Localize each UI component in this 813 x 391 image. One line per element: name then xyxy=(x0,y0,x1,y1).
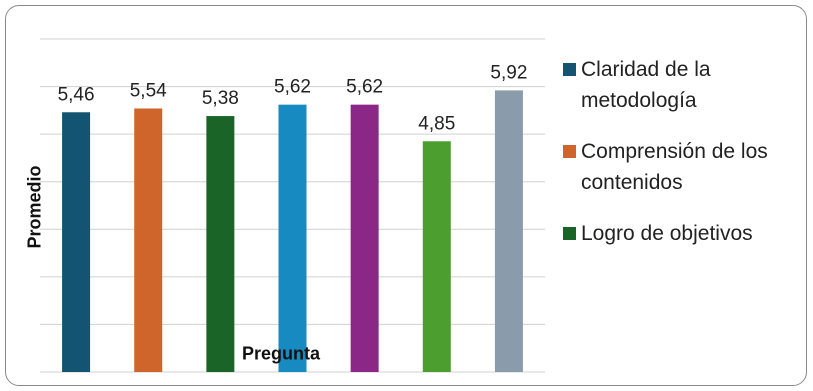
legend-swatch-logro xyxy=(563,227,576,240)
data-label-3: 5,38 xyxy=(202,88,239,109)
bar-5 xyxy=(350,104,379,373)
legend-swatch-comprension xyxy=(563,145,576,158)
x-axis-title: Pregunta xyxy=(241,343,321,364)
y-axis-title: Promedio xyxy=(24,165,45,249)
bar-2 xyxy=(134,108,163,372)
legend-item-claridad: Claridad de la metodología xyxy=(563,54,808,116)
bar-1 xyxy=(62,112,91,372)
legend-label-comprension: Comprensión de los contenidos xyxy=(581,140,768,194)
legend-label-logro: Logro de objetivos xyxy=(581,222,753,245)
legend: Claridad de la metodología Comprensión d… xyxy=(563,54,808,249)
legend-item-comprension: Comprensión de los contenidos xyxy=(563,136,808,198)
data-label-4: 5,62 xyxy=(274,77,311,98)
legend-item-logro: Logro de objetivos xyxy=(563,218,808,249)
bar-6 xyxy=(422,141,451,372)
bar-3 xyxy=(206,116,235,373)
legend-swatch-claridad xyxy=(563,63,576,76)
legend-label-claridad: Claridad de la metodología xyxy=(581,58,711,112)
data-label-2: 5,54 xyxy=(130,80,167,101)
data-label-5: 5,62 xyxy=(346,77,383,98)
data-label-1: 5,46 xyxy=(58,84,95,105)
data-label-6: 4,85 xyxy=(418,113,455,134)
bar-7 xyxy=(494,90,523,373)
bar-4 xyxy=(278,104,307,373)
data-label-7: 5,92 xyxy=(490,62,527,83)
